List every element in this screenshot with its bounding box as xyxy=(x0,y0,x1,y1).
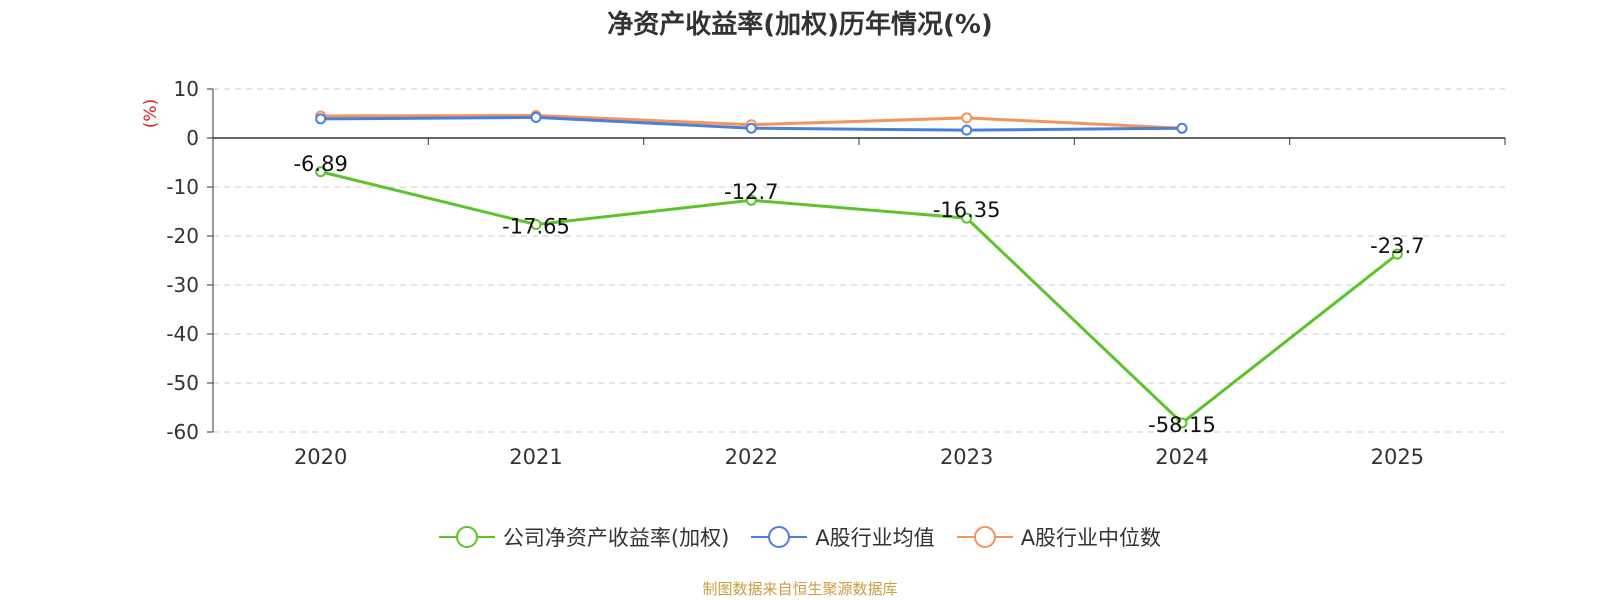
y-tick-label: -60 xyxy=(166,420,199,444)
y-tick-label: -50 xyxy=(166,371,199,395)
data-point-1 xyxy=(530,111,542,123)
legend-swatch-icon xyxy=(438,526,495,548)
data-label: -6.89 xyxy=(293,152,347,176)
data-point-0 xyxy=(961,212,973,224)
y-tick-label: -30 xyxy=(166,273,199,297)
y-tick-label: 0 xyxy=(186,126,199,150)
data-point-2 xyxy=(961,112,973,124)
legend-label: A股行业均值 xyxy=(815,526,935,550)
y-tick-label: -20 xyxy=(166,224,199,248)
data-label: -16.35 xyxy=(933,198,1001,222)
y-tick-label: -10 xyxy=(166,175,199,199)
y-axis-title: (%) xyxy=(141,99,161,128)
data-label: -23.7 xyxy=(1370,234,1424,258)
data-point-1 xyxy=(1176,122,1188,134)
legend-item-2[interactable]: A股行业中位数 xyxy=(956,522,1162,552)
x-tick-label: 2025 xyxy=(1371,445,1424,469)
data-point-0 xyxy=(745,194,757,206)
x-tick-label: 2022 xyxy=(725,445,778,469)
data-label: -12.7 xyxy=(724,180,778,204)
legend-label: A股行业中位数 xyxy=(1020,526,1162,550)
data-point-1 xyxy=(745,122,757,134)
x-tick-label: 2020 xyxy=(294,445,347,469)
data-point-0 xyxy=(1391,248,1403,260)
data-point-0 xyxy=(1176,417,1188,429)
legend-swatch-icon xyxy=(751,526,808,548)
data-label: -17.65 xyxy=(502,214,570,238)
x-tick-label: 2024 xyxy=(1155,445,1208,469)
data-point-1 xyxy=(315,113,327,125)
data-point-1 xyxy=(961,124,973,136)
y-tick-label: -40 xyxy=(166,322,199,346)
legend-label: 公司净资产收益率(加权) xyxy=(502,526,730,550)
x-tick-label: 2021 xyxy=(509,445,562,469)
y-tick-label: 10 xyxy=(174,77,199,101)
legend-item-0[interactable]: 公司净资产收益率(加权) xyxy=(438,522,730,552)
chart-title: 净资产收益率(加权)历年情况(%) xyxy=(607,10,993,40)
data-label: -58.15 xyxy=(1148,413,1216,437)
data-point-0 xyxy=(530,218,542,230)
series-line-0 xyxy=(320,170,1399,425)
legend: 公司净资产收益率(加权) A股行业均值 A股行业中位数 xyxy=(0,522,1600,552)
x-tick-label: 2023 xyxy=(940,445,993,469)
legend-swatch-icon xyxy=(956,526,1013,548)
legend-item-1[interactable]: A股行业均值 xyxy=(751,522,935,552)
source-note: 制图数据来自恒生聚源数据库 xyxy=(702,580,898,598)
data-point-0 xyxy=(315,166,327,178)
